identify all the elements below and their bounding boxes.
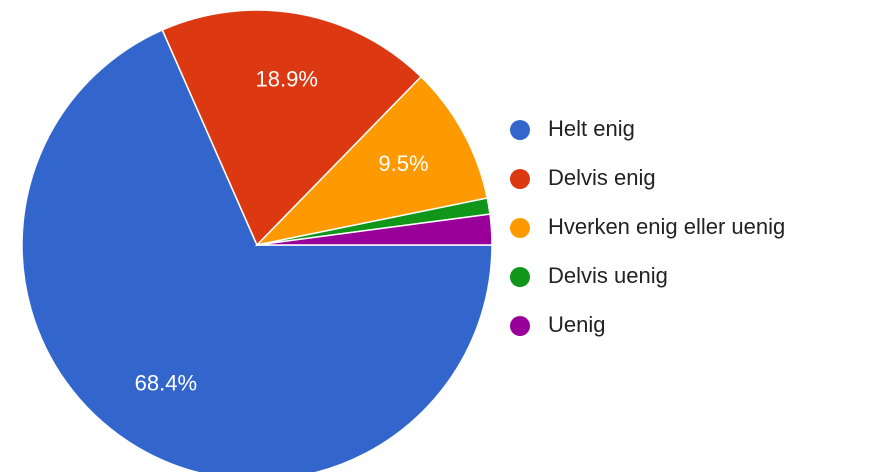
legend-marker [510,316,530,336]
legend-marker [510,267,530,287]
legend-label: Delvis enig [548,165,656,190]
pie-slice [21,28,493,472]
legend-marker [510,169,530,189]
legend-label: Helt enig [548,116,635,141]
legend-marker [510,218,530,238]
legend-label: Uenig [548,312,605,337]
pie-slice [254,75,489,247]
slice-label: 9.5% [378,151,428,176]
slice-label: 68.4% [135,371,197,396]
pie-slice [256,213,493,246]
legend-marker [510,120,530,140]
pie-slice [161,9,423,247]
legend-label: Hverken enig eller uenig [548,214,785,239]
slice-label: 18.9% [256,67,318,92]
legend-label: Delvis uenig [548,263,668,288]
